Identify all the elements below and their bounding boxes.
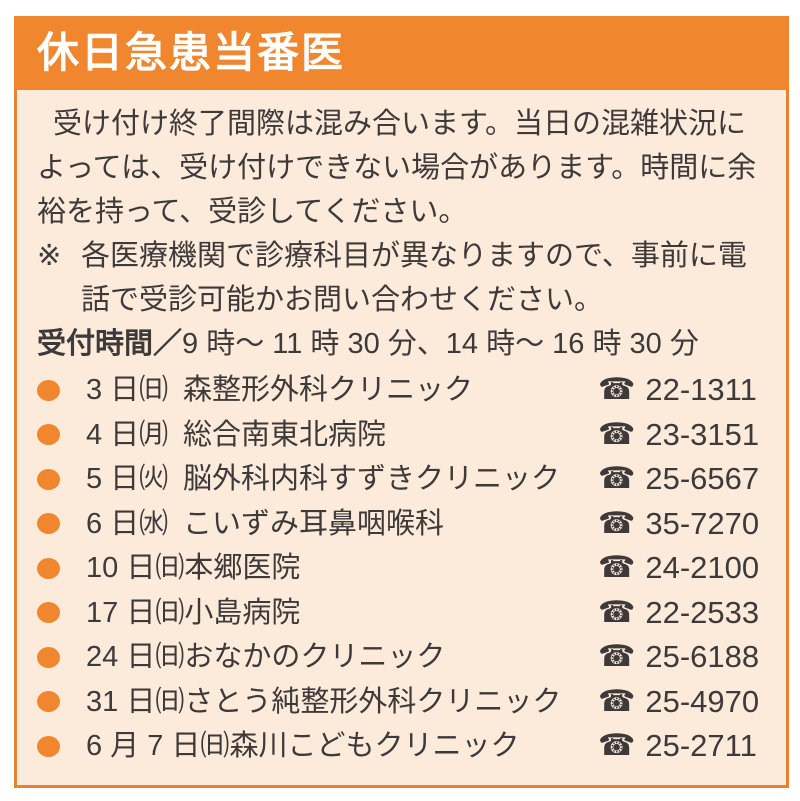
entry-clinic-name: おなかのクリニック [184, 641, 446, 674]
entry-clinic-name: 森整形外科クリニック [183, 374, 474, 407]
page-title: 休日急患当番医 [37, 29, 346, 76]
entry-phone-number: 24-2100 [645, 550, 760, 586]
entry-date: 24 日㈰ [86, 641, 185, 674]
entry-phone-number: 25-4970 [645, 683, 760, 719]
entry-date: 4 日㈪ [86, 418, 169, 451]
entry-clinic-name: 脳外科内科すずきクリニック [183, 463, 561, 496]
duty-entry-row: 6 月 7 日㈰ 森川こどもクリニック ☎ 25-2711 [37, 724, 766, 769]
entry-clinic-name: 森川こどもクリニック [229, 730, 520, 763]
reception-hours-label: 受付時間／ [37, 328, 182, 360]
entry-clinic-name: 総合南東北病院 [183, 418, 387, 451]
phone-icon: ☎ [598, 372, 636, 408]
reception-hours-label-text: 受付時間 [37, 328, 154, 360]
entry-phone-number: 25-6567 [645, 461, 760, 497]
bullet-icon [37, 646, 60, 668]
entry-clinic-name: こいずみ耳鼻咽喉科 [183, 507, 445, 540]
duty-entry-row: 31 日㈰ さとう純整形外科クリニック ☎ 25-4970 [37, 680, 766, 725]
bullet-icon [37, 424, 60, 446]
note-text: 各医療機関で診療科目が異なりますので、事前に電話で受診可能かお問い合わせください… [81, 240, 747, 316]
reception-hours-separator: ／ [153, 328, 183, 360]
entry-phone-number: 35-7270 [645, 505, 760, 541]
reception-hours-value: 9 時～ 11 時 30 分、14 時～ 16 時 30 分 [182, 328, 699, 360]
entry-phone: ☎ 25-2711 [598, 724, 766, 768]
bullet-icon [37, 602, 60, 624]
entry-date: 5 日㈫ [86, 463, 169, 496]
entry-phone-number: 25-6188 [645, 639, 760, 675]
phone-icon: ☎ [598, 594, 636, 630]
entry-phone-number: 23-3151 [645, 416, 760, 452]
phone-icon: ☎ [598, 505, 636, 541]
entry-phone: ☎ 22-1311 [598, 368, 766, 412]
entry-phone: ☎ 25-4970 [598, 680, 766, 724]
bullet-icon [37, 691, 60, 713]
duty-entry-row: 5 日㈫ 脳外科内科すずきクリニック ☎ 25-6567 [37, 457, 766, 502]
entry-phone-number: 22-1311 [645, 372, 757, 408]
holiday-duty-panel: 休日急患当番医 受け付け終了間際は混み合います。当日の混雑状況によっては、受け付… [14, 16, 789, 788]
bullet-icon [37, 557, 60, 579]
entry-clinic-name: 本郷医院 [184, 552, 301, 585]
entry-date: 3 日㈰ [86, 374, 169, 407]
entry-phone: ☎ 24-2100 [598, 546, 766, 590]
phone-icon: ☎ [598, 550, 636, 586]
phone-icon: ☎ [598, 728, 636, 764]
bullet-icon [37, 735, 60, 757]
bullet-icon [37, 513, 60, 535]
phone-icon: ☎ [598, 461, 636, 497]
phone-icon: ☎ [598, 416, 636, 452]
entry-phone-number: 25-2711 [645, 728, 757, 764]
duty-entry-row: 3 日㈰ 森整形外科クリニック ☎ 22-1311 [37, 368, 766, 413]
phone-icon: ☎ [598, 683, 636, 719]
entry-date: 6 月 7 日㈰ [86, 730, 230, 763]
entry-phone: ☎ 25-6567 [598, 457, 766, 501]
entry-phone: ☎ 23-3151 [598, 413, 766, 457]
entry-phone-number: 22-2533 [645, 594, 760, 630]
duty-entry-row: 24 日㈰ おなかのクリニック ☎ 25-6188 [37, 635, 766, 680]
duty-list: 3 日㈰ 森整形外科クリニック ☎ 22-1311 4 日㈪ 総合南東北病院 ☎… [37, 368, 766, 769]
entry-clinic-name: 小島病院 [184, 596, 301, 629]
entry-date: 10 日㈰ [86, 552, 185, 585]
panel-body: 受け付け終了間際は混み合います。当日の混雑状況によっては、受け付けできない場合が… [14, 90, 789, 788]
intro-paragraph: 受け付け終了間際は混み合います。当日の混雑状況によっては、受け付けできない場合が… [37, 108, 757, 228]
entry-date: 6 日㈬ [86, 507, 169, 540]
bullet-icon [37, 468, 60, 490]
note-marker: ※ [37, 240, 62, 272]
entry-clinic-name: さとう純整形外科クリニック [184, 685, 562, 718]
duty-entry-row: 4 日㈪ 総合南東北病院 ☎ 23-3151 [37, 413, 766, 458]
duty-entry-row: 10 日㈰ 本郷医院 ☎ 24-2100 [37, 546, 766, 591]
entry-phone: ☎ 22-2533 [598, 591, 766, 635]
entry-date: 31 日㈰ [86, 685, 185, 718]
reception-hours-line: 受付時間／9 時～ 11 時 30 分、14 時～ 16 時 30 分 [37, 322, 766, 366]
phone-icon: ☎ [598, 639, 636, 675]
entry-date: 17 日㈰ [86, 596, 185, 629]
entry-phone: ☎ 35-7270 [598, 502, 766, 546]
duty-entry-row: 6 日㈬ こいずみ耳鼻咽喉科 ☎ 35-7270 [37, 502, 766, 547]
note-block: ※ 各医療機関で診療科目が異なりますので、事前に電話で受診可能かお問い合わせくだ… [37, 234, 766, 322]
panel-header: 休日急患当番医 [14, 16, 789, 90]
bullet-icon [37, 379, 60, 401]
duty-entry-row: 17 日㈰ 小島病院 ☎ 22-2533 [37, 591, 766, 636]
entry-phone: ☎ 25-6188 [598, 635, 766, 679]
